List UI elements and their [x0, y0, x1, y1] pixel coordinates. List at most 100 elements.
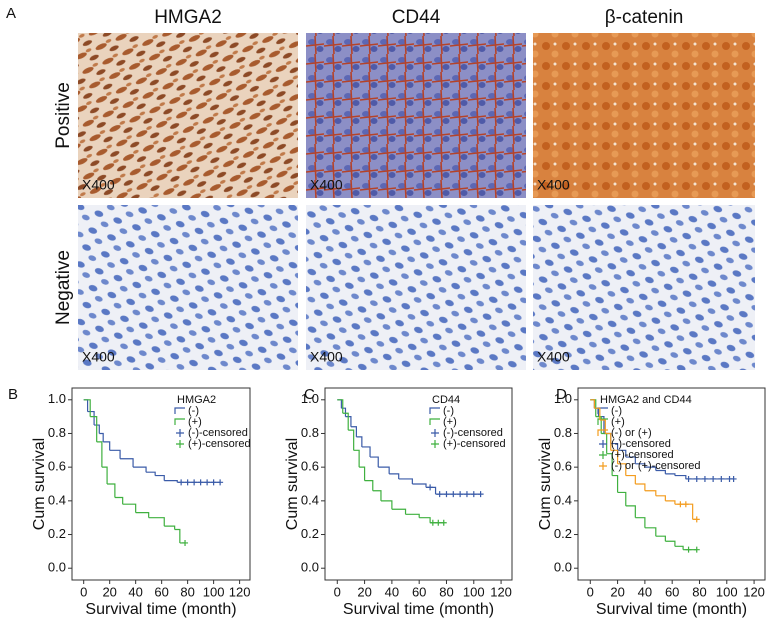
x-tick-label: 0 — [587, 584, 594, 599]
survival-step — [103, 441, 111, 451]
legend-label: (+)-censored — [188, 438, 251, 450]
legend-label: (+) — [443, 416, 457, 428]
y-tick-label: 1.0 — [48, 391, 66, 406]
survival-step — [412, 483, 427, 488]
censor-mark — [210, 479, 217, 486]
survival-step — [599, 419, 606, 434]
survival-step — [337, 399, 342, 409]
y-tick-label: 0.4 — [301, 492, 319, 507]
column-header: CD44 — [392, 7, 441, 28]
survival-step — [419, 517, 431, 523]
y-tick-label: 0.4 — [554, 492, 572, 507]
panel-label: A — [6, 5, 16, 22]
micrograph — [306, 33, 526, 198]
survival-step — [688, 503, 694, 520]
survival-step — [610, 449, 619, 464]
legend-label: (-)-censored — [188, 427, 248, 439]
survival-step — [610, 442, 619, 451]
panel-label: B — [8, 386, 18, 403]
survival-step — [398, 478, 413, 484]
survival-step — [122, 503, 137, 513]
survival-step — [94, 424, 100, 434]
survival-step — [617, 463, 627, 476]
survival-step — [590, 399, 595, 409]
censor-mark — [463, 491, 470, 498]
x-tick-label: 40 — [128, 584, 142, 599]
legend-label: (-)-censored — [443, 427, 503, 439]
survival-step — [625, 456, 636, 464]
survival-step — [341, 407, 347, 417]
survival-step — [107, 483, 116, 498]
magnification-label: X400 — [537, 349, 570, 365]
magnification-label: X400 — [537, 177, 570, 193]
legend-label: (+) — [611, 416, 625, 428]
micrograph — [306, 205, 526, 370]
survival-step — [356, 436, 363, 447]
x-tick-label: 100 — [203, 584, 225, 599]
survival-step — [665, 473, 676, 476]
censor-mark — [457, 491, 464, 498]
survival-step — [655, 495, 666, 501]
survival-step — [96, 441, 103, 468]
y-tick-label: 0.4 — [48, 492, 66, 507]
y-tick-label: 0.8 — [48, 425, 66, 440]
censor-mark — [440, 519, 447, 526]
y-tick-label: 1.0 — [554, 391, 572, 406]
x-tick-label: 120 — [490, 584, 512, 599]
censor-mark — [184, 479, 191, 486]
legend-swatch — [429, 418, 440, 425]
survival-step — [635, 517, 646, 528]
image-grid: HMGA2 CD44 β-catenin Positive X400 X400 X400 Ne… — [53, 7, 755, 370]
survival-step — [617, 491, 627, 506]
survival-step — [337, 399, 344, 414]
survival-step — [605, 432, 612, 451]
column-header: β-catenin — [605, 7, 684, 28]
censor-mark — [197, 479, 204, 486]
survival-step — [109, 449, 121, 459]
censor-mark — [443, 491, 450, 498]
panel-label: C — [304, 386, 315, 403]
y-tick-label: 0.8 — [301, 425, 319, 440]
survival-step — [148, 517, 165, 527]
x-tick-label: 100 — [463, 584, 485, 599]
x-tick-label: 120 — [229, 584, 251, 599]
censor-mark — [693, 516, 700, 523]
censor-mark — [204, 479, 211, 486]
legend-swatch — [176, 429, 184, 437]
legend-swatch — [431, 429, 439, 437]
censor-mark — [718, 475, 725, 482]
survival-step — [655, 535, 666, 542]
y-tick-label: 0.0 — [301, 560, 319, 575]
survival-step — [405, 513, 420, 518]
y-axis-title: Cum survival — [284, 438, 301, 530]
x-tick-label: 100 — [716, 584, 738, 599]
legend-swatch — [597, 418, 608, 425]
censor-mark — [436, 491, 443, 498]
x-tick-label: 120 — [743, 584, 765, 599]
x-tick-label: 0 — [334, 584, 341, 599]
censor-mark — [710, 475, 717, 482]
survival-step — [87, 410, 95, 426]
censor-mark — [435, 519, 442, 526]
survival-step — [625, 505, 636, 518]
x-tick-label: 20 — [610, 584, 624, 599]
censor-mark — [427, 484, 434, 491]
legend-swatch — [176, 440, 184, 448]
x-tick-label: 40 — [385, 584, 399, 599]
survival-step — [674, 545, 684, 550]
plot-frame — [577, 387, 766, 581]
x-axis-title: Survival time (month) — [343, 601, 494, 618]
survival-step — [644, 490, 657, 496]
censor-mark — [677, 501, 684, 508]
legend-label: (-) or (+) — [611, 427, 652, 439]
survival-step — [348, 429, 355, 451]
legend-label: (-) — [611, 405, 622, 417]
survival-step — [133, 466, 147, 473]
row-label: Negative — [53, 250, 74, 325]
censor-mark — [701, 475, 708, 482]
survival-step — [378, 466, 390, 474]
survival-step — [635, 463, 646, 468]
legend-swatch — [429, 407, 440, 414]
censor-mark — [685, 475, 692, 482]
legend-label: (+) — [188, 416, 202, 428]
